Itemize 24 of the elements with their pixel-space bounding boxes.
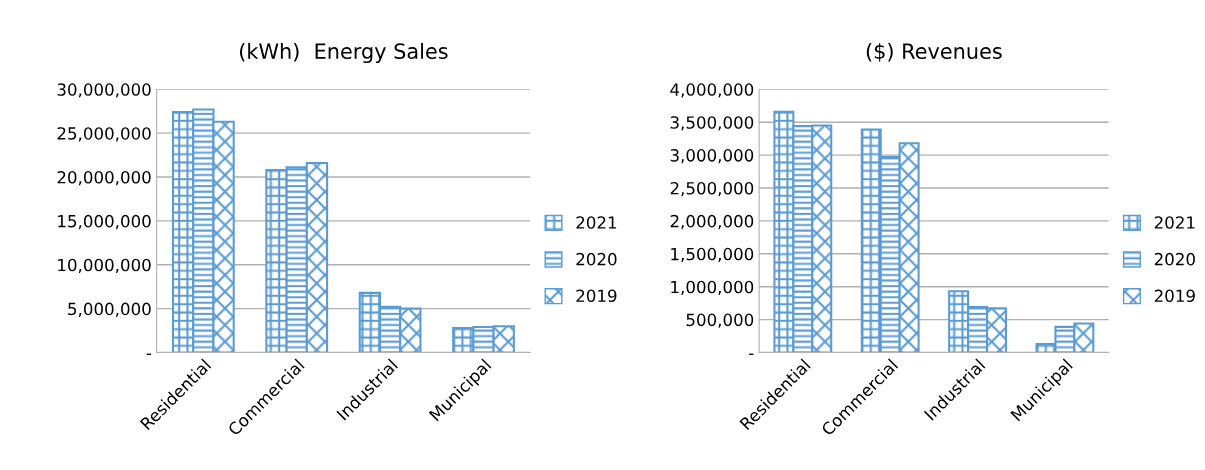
- y-tick-label: 3,000,000: [670, 149, 754, 164]
- y-tick-label: 2,000,000: [670, 214, 754, 230]
- chart-title: ($) Revenues: [866, 42, 1002, 62]
- y-tick-label: -: [146, 353, 151, 355]
- y-tick-label: 5,000,000: [68, 302, 151, 317]
- legend-label: 2019: [576, 289, 617, 303]
- y-tick-label: 30,000,000: [57, 83, 151, 98]
- y-tick-label: 4,000,000: [670, 83, 754, 98]
- y-tick-label: 1,500,000: [671, 247, 754, 263]
- legend-label: 2019: [1154, 289, 1195, 303]
- y-tick-label: 20,000,000: [57, 171, 151, 186]
- legend-label: 2020: [1154, 252, 1195, 266]
- legend-label: 2020: [576, 252, 617, 266]
- y-tick-label: 3,500,000: [670, 116, 754, 131]
- y-tick-label: 25,000,000: [57, 127, 151, 142]
- y-tick-label: -: [749, 353, 754, 355]
- y-tick-label: 15,000,000: [58, 214, 151, 230]
- y-tick-label: 500,000: [686, 313, 754, 328]
- y-tick-label: 1,000,000: [671, 280, 754, 295]
- legend-label: 2021: [576, 216, 617, 229]
- legend-label: 2021: [1154, 216, 1195, 229]
- chart-title: (kWh) Energy Sales: [240, 42, 448, 64]
- y-tick-label: 2,500,000: [670, 181, 754, 197]
- y-tick-label: 10,000,000: [58, 258, 151, 274]
